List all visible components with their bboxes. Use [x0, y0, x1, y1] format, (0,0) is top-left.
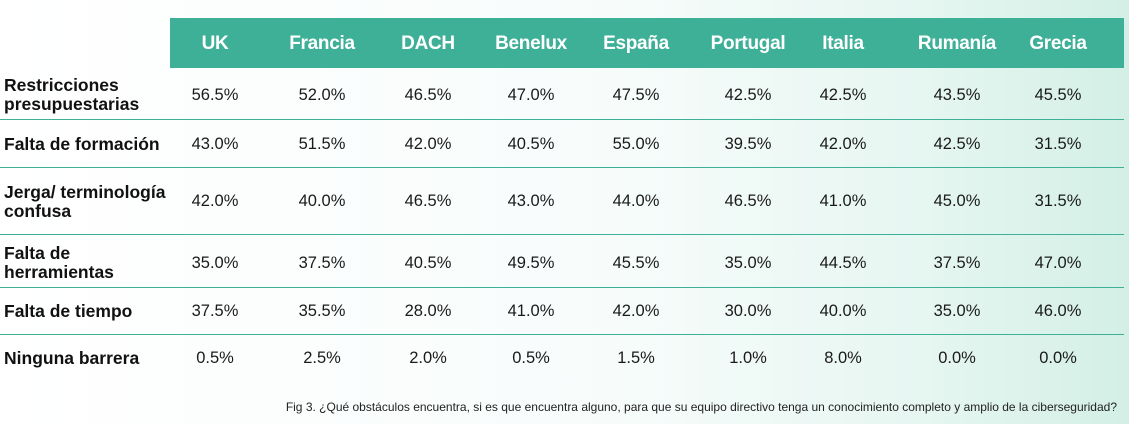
table-cell: 43.0% [191, 135, 239, 153]
table-cell: 45.5% [1034, 86, 1082, 104]
column-header-4: España [603, 33, 669, 54]
column-header-8: Grecia [1029, 33, 1087, 54]
table-cell: 43.5% [933, 86, 981, 104]
table-cell: 0.5% [512, 349, 550, 367]
table-cell: 8.0% [824, 349, 862, 367]
table-cell: 55.0% [612, 135, 660, 153]
column-header-1: Francia [289, 33, 355, 54]
column-header-5: Portugal [710, 33, 786, 54]
table-cell: 44.0% [612, 192, 660, 210]
table-cell: 35.0% [191, 254, 239, 272]
figure-caption: Fig 3. ¿Qué obstáculos encuentra, si es … [285, 400, 1117, 414]
table-cell: 31.5% [1034, 192, 1082, 210]
table-cell: 1.5% [617, 349, 655, 367]
table-cell: 40.0% [298, 192, 346, 210]
table-cell: 46.5% [404, 86, 452, 104]
table-cell: 39.5% [724, 135, 772, 153]
table-cell: 56.5% [191, 86, 239, 104]
table-cell: 47.0% [1034, 254, 1082, 272]
row-divider [0, 334, 1124, 335]
table-header-bar [170, 18, 1124, 68]
table-cell: 42.5% [724, 86, 772, 104]
table-cell: 1.0% [729, 349, 767, 367]
table-cell: 42.0% [191, 192, 239, 210]
table-cell: 44.5% [819, 254, 867, 272]
table-cell: 40.0% [819, 302, 867, 320]
row-label-0: Restricciones presupuestarias [4, 75, 140, 114]
table-cell: 28.0% [404, 302, 452, 320]
row-label-5: Ninguna barrera [4, 347, 140, 368]
table-cell: 47.0% [507, 86, 555, 104]
table-cell: 41.0% [507, 302, 555, 320]
table-cell: 46.0% [1034, 302, 1082, 320]
table-cell: 46.5% [404, 192, 452, 210]
row-label-4: Falta de tiempo [4, 300, 133, 321]
table-cell: 42.0% [404, 135, 452, 153]
table-cell: 35.0% [933, 302, 981, 320]
table-cell: 0.5% [196, 349, 234, 367]
table-cell: 0.0% [938, 349, 976, 367]
table-cell: 41.0% [819, 192, 867, 210]
table-cell: 37.5% [933, 254, 981, 272]
row-label-2: Jerga/ terminología confusa [4, 182, 166, 221]
column-header-7: Rumanía [917, 33, 997, 54]
table-cell: 51.5% [298, 135, 346, 153]
row-divider [0, 234, 1124, 235]
table-cell: 30.0% [724, 302, 772, 320]
table-cell: 42.5% [933, 135, 981, 153]
table-cell: 40.5% [404, 254, 452, 272]
table-cell: 31.5% [1034, 135, 1082, 153]
row-label-3: Falta de herramientas [4, 243, 114, 282]
row-divider [0, 167, 1124, 168]
table-cell: 52.0% [298, 86, 346, 104]
table-cell: 43.0% [507, 192, 555, 210]
column-header-2: DACH [401, 33, 455, 54]
column-header-3: Benelux [495, 33, 567, 54]
table-cell: 47.5% [612, 86, 660, 104]
table-cell: 37.5% [298, 254, 346, 272]
table-cell: 45.5% [612, 254, 660, 272]
column-header-6: Italia [822, 33, 864, 54]
table-cell: 35.0% [724, 254, 772, 272]
table-cell: 37.5% [191, 302, 239, 320]
row-divider [0, 119, 1124, 120]
table-cell: 46.5% [724, 192, 772, 210]
table-cell: 42.0% [612, 302, 660, 320]
row-divider [0, 287, 1124, 288]
table-cell: 35.5% [298, 302, 346, 320]
table-cell: 40.5% [507, 135, 555, 153]
table-cell: 42.0% [819, 135, 867, 153]
table-cell: 2.0% [409, 349, 447, 367]
table-cell: 42.5% [819, 86, 867, 104]
table-cell: 49.5% [507, 254, 555, 272]
table-cell: 0.0% [1039, 349, 1077, 367]
row-label-1: Falta de formación [4, 133, 160, 154]
table-cell: 45.0% [933, 192, 981, 210]
column-header-0: UK [201, 33, 229, 54]
table-cell: 2.5% [303, 349, 341, 367]
